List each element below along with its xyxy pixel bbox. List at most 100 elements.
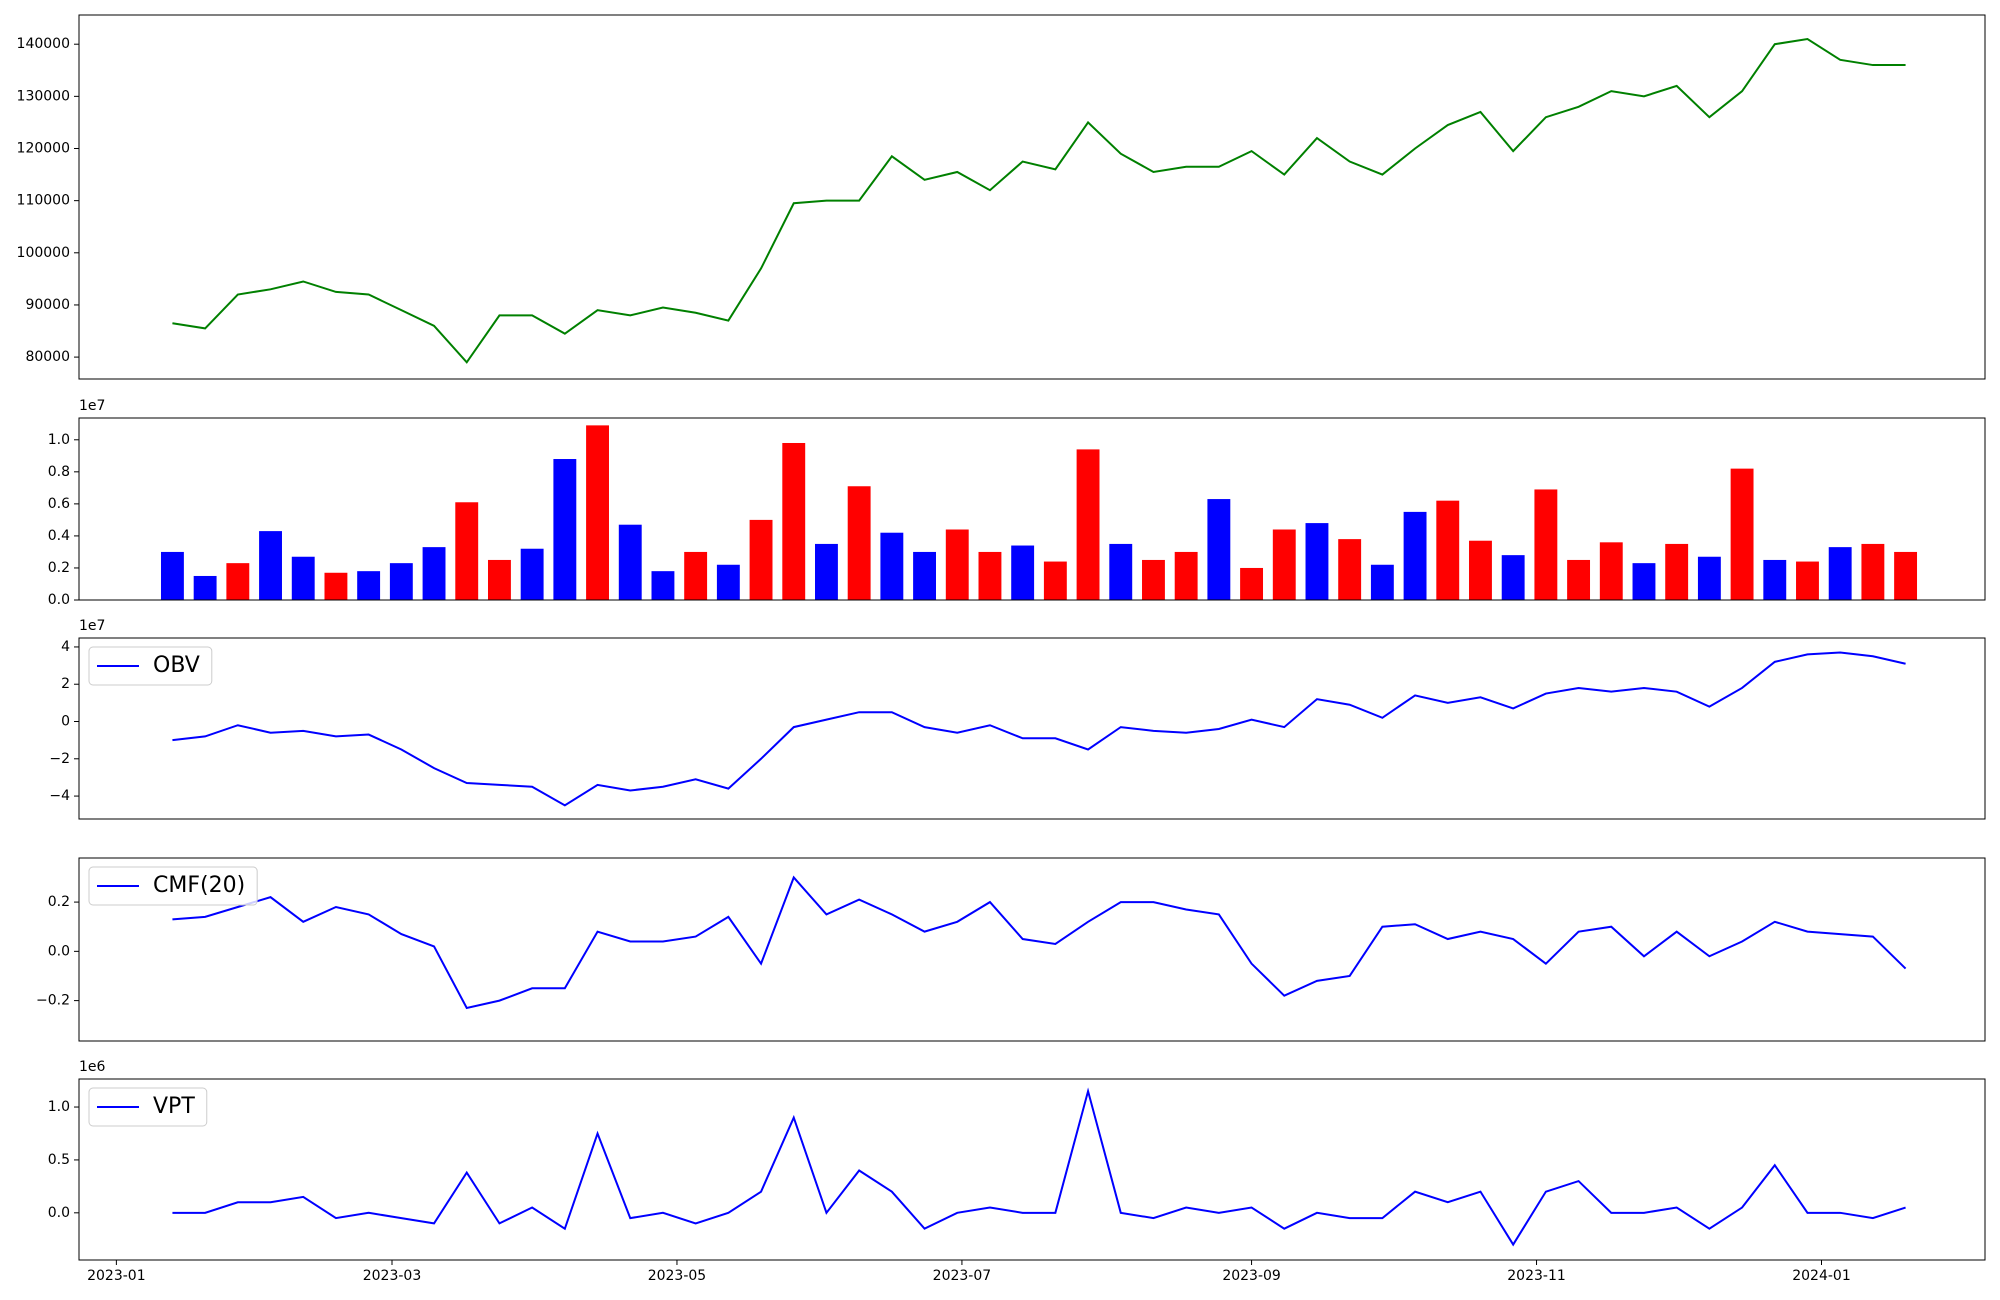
y-tick-label: 0.6 — [48, 496, 70, 512]
bar — [1076, 449, 1100, 600]
axes-frame — [78, 417, 1986, 601]
y-tick-label: 100000 — [17, 245, 70, 261]
bar — [291, 556, 315, 600]
y-tick-label: 0.0 — [48, 592, 70, 608]
bar — [1665, 543, 1689, 600]
legend-label: OBV — [153, 653, 200, 678]
y-tick-label: 80000 — [25, 349, 70, 365]
x-tick-label: 2023-11 — [1507, 1268, 1566, 1284]
y-tick-label: 130000 — [17, 88, 70, 104]
x-tick-label: 2023-01 — [87, 1268, 146, 1284]
bar — [945, 529, 969, 600]
bar — [1043, 561, 1067, 600]
y-tick-label: −0.2 — [36, 993, 70, 1009]
bar — [389, 563, 413, 600]
axis-offset: 1e7 — [79, 618, 105, 634]
x-tick-label: 2024-01 — [1792, 1268, 1851, 1284]
y-tick-label: 0.4 — [48, 528, 70, 544]
legend: CMF(20) — [88, 866, 258, 906]
bar — [716, 564, 740, 600]
bar — [226, 563, 250, 600]
legend: VPT — [88, 1087, 208, 1127]
bar — [422, 547, 446, 600]
axis-offset: 1e6 — [79, 1059, 106, 1075]
panel: 0.0 0.5 1.0 1e6 2023-01 2023-03 2023-05 2023-07… — [48, 1059, 1986, 1284]
y-tick-label: −2 — [49, 751, 70, 767]
bar — [1534, 489, 1558, 600]
panel: −4 −2 0 2 4 1e7 OBV — [49, 618, 1986, 820]
x-tick-label: 2023-05 — [648, 1268, 707, 1284]
axes-frame — [78, 637, 1986, 820]
y-tick-label: 1.0 — [48, 432, 70, 448]
axes-frame — [78, 857, 1986, 1042]
panel: 80000 90000 100000 110000 120000 130000 140000 — [17, 14, 1986, 380]
bar — [160, 551, 184, 600]
bar — [1240, 567, 1264, 600]
bar — [259, 531, 282, 600]
x-tick-label: 2023-09 — [1222, 1268, 1281, 1284]
y-tick-label: 0.2 — [48, 894, 70, 910]
legend-box — [88, 866, 258, 906]
bar — [1567, 559, 1591, 600]
legend-label: VPT — [153, 1094, 195, 1119]
bar — [782, 442, 806, 600]
bar — [1894, 551, 1918, 600]
bar — [815, 543, 838, 600]
bar — [880, 532, 904, 600]
x-tick-label: 2023-07 — [933, 1268, 992, 1284]
bar — [1796, 561, 1819, 600]
bar — [1272, 529, 1296, 600]
y-tick-label: 1.0 — [48, 1099, 70, 1115]
bar — [193, 575, 217, 600]
bar — [978, 551, 1002, 600]
axes-frame — [78, 14, 1986, 380]
bar — [1011, 545, 1035, 600]
bar — [1828, 547, 1852, 600]
series-line — [172, 875, 1907, 1010]
bar — [1501, 555, 1525, 600]
y-tick-label: 0.0 — [48, 1205, 70, 1221]
bar — [357, 571, 381, 600]
y-tick-label: −4 — [49, 788, 70, 804]
bar — [1730, 468, 1754, 600]
bar — [1403, 511, 1427, 600]
series-line — [172, 651, 1906, 807]
bar — [553, 459, 577, 600]
bar — [1174, 551, 1198, 600]
series-line — [172, 1087, 1906, 1247]
bar — [684, 551, 708, 600]
bar — [618, 524, 642, 600]
y-tick-label: 0.8 — [48, 464, 70, 480]
y-tick-label: 110000 — [17, 193, 70, 209]
series-line — [172, 37, 1906, 364]
y-tick-label: 4 — [61, 639, 70, 655]
bar — [1207, 499, 1231, 600]
bar — [1763, 559, 1787, 600]
bar — [1436, 500, 1460, 600]
bar — [1109, 543, 1133, 600]
panel: −0.2 0.0 0.2 CMF(20) — [36, 857, 1986, 1042]
legend-box — [88, 646, 213, 686]
bar — [1599, 542, 1623, 600]
panel: 0.0 0.2 0.4 0.6 0.8 1.0 1e7 — [48, 398, 1986, 608]
axis-offset: 1e7 — [79, 398, 105, 414]
bar — [1861, 543, 1885, 600]
bar — [1338, 539, 1362, 600]
y-tick-label: 120000 — [17, 141, 70, 157]
legend: OBV — [88, 646, 213, 686]
axes-frame — [78, 1078, 1986, 1261]
y-tick-label: 90000 — [25, 297, 70, 313]
legend-label: CMF(20) — [153, 873, 245, 898]
bar — [455, 502, 479, 600]
bar — [651, 571, 675, 600]
y-tick-label: 0.5 — [48, 1152, 70, 1168]
y-tick-label: 2 — [61, 676, 70, 692]
bar — [586, 425, 609, 600]
legend-box — [88, 1087, 208, 1127]
y-tick-label: 0.2 — [48, 560, 70, 576]
bar — [1305, 523, 1329, 600]
bar — [1632, 563, 1656, 600]
bar — [1142, 559, 1165, 600]
bar — [324, 572, 348, 600]
bar — [1697, 556, 1721, 600]
